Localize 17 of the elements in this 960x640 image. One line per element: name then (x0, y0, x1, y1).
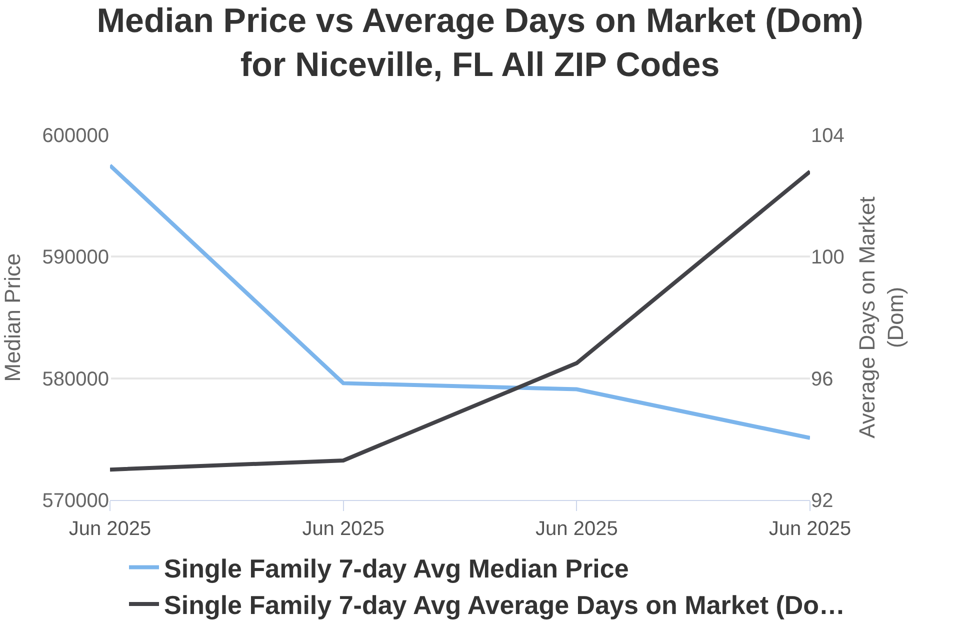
x-tick-label: Jun 2025 (536, 518, 618, 540)
y2-axis-title: Average Days on Market (Dom) (854, 196, 908, 438)
chart-title: Median Price vs Average Days on Market (Dom) for Niceville, FL All ZIP Codes (96, 2, 864, 84)
legend-label: Single Family 7-day Avg Median Price (164, 553, 629, 584)
y-axis-title: Median Price (0, 253, 26, 382)
y-tick-label: 590000 (42, 246, 109, 269)
x-tick-label: Jun 2025 (768, 518, 852, 540)
y-tick-label: 580000 (42, 368, 109, 390)
legend-label: Single Family 7-day Avg Average Days on Market (Do… (164, 590, 846, 620)
y2-tick-label: 96 (811, 368, 834, 390)
x-tick-label: Jun 2025 (68, 518, 152, 540)
y-tick-label: 600000 (42, 125, 109, 147)
y-tick-label: 570000 (42, 490, 109, 512)
y2-tick-label: 100 (811, 246, 844, 269)
y2-tick-label: 92 (811, 490, 834, 512)
y2-tick-label: 104 (811, 125, 844, 147)
x-tick-label: Jun 2025 (302, 518, 384, 540)
